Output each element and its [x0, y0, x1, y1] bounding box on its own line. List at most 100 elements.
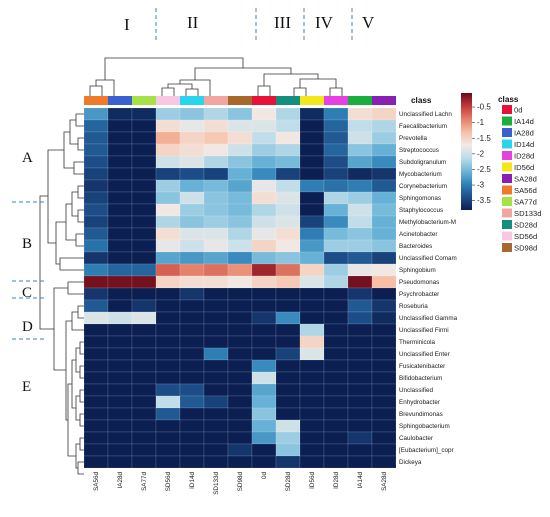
heatmap-cell	[179, 275, 205, 289]
column-label: SD28d	[285, 472, 292, 492]
heatmap-cell	[347, 335, 373, 349]
heatmap-cell	[299, 455, 325, 469]
heatmap-cell	[275, 347, 301, 361]
heatmap-cell	[251, 455, 277, 469]
heatmap-cell	[131, 143, 157, 157]
heatmap-cell	[179, 167, 205, 181]
column-label: ID14d	[189, 472, 196, 489]
heatmap-cell	[227, 275, 253, 289]
heatmap-cell	[347, 443, 373, 457]
heatmap-cell	[371, 299, 397, 313]
heatmap-cell	[131, 395, 157, 409]
class-bar-cell	[348, 96, 372, 105]
heatmap-cell	[227, 167, 253, 181]
heatmap-cell	[131, 299, 157, 313]
heatmap-cell	[347, 431, 373, 445]
heatmap-cell	[347, 395, 373, 409]
row-label: Therminicola	[399, 339, 436, 346]
heatmap-cell	[155, 191, 181, 205]
heatmap-cell	[251, 431, 277, 445]
heatmap-cell	[107, 407, 133, 421]
heatmap-cell	[203, 191, 229, 205]
heatmap-cell	[371, 431, 397, 445]
heatmap-cell	[203, 335, 229, 349]
cluster-label-b: B	[22, 236, 32, 252]
column-dendrogram	[89, 57, 343, 96]
column-label: SD133d	[213, 472, 220, 495]
heatmap-cell	[155, 215, 181, 229]
heatmap-cell	[371, 143, 397, 157]
heatmap-cell	[371, 323, 397, 337]
heatmap-cell	[179, 347, 205, 361]
heatmap-cell	[251, 131, 277, 145]
heatmap-cell	[155, 431, 181, 445]
legend-swatch	[502, 116, 512, 126]
heatmap-cell	[203, 227, 229, 241]
colorbar-tick-label: -1.5	[477, 134, 491, 143]
heatmap-cell	[323, 251, 349, 265]
heatmap-cell	[203, 395, 229, 409]
heatmap-cell	[203, 251, 229, 265]
heatmap-cell	[107, 431, 133, 445]
group-label-1: I	[124, 15, 130, 34]
heatmap-cell	[227, 443, 253, 457]
heatmap-cell	[275, 419, 301, 433]
colorbar-ticks: -0.5 -1 -1.5 -2 -2.5 -3 -3.5	[472, 103, 491, 205]
heatmap-cell	[107, 323, 133, 337]
heatmap-cell	[371, 395, 397, 409]
heatmap-cell	[227, 395, 253, 409]
heatmap-cell	[275, 107, 301, 121]
heatmap-cell	[347, 239, 373, 253]
heatmap-cell	[203, 311, 229, 325]
heatmap-cell	[347, 371, 373, 385]
row-label: Sphingobium	[399, 267, 436, 274]
heatmap-cell	[299, 179, 325, 193]
legend-label: SA28d	[514, 175, 537, 184]
heatmap-cell	[299, 203, 325, 217]
heatmap-cell	[299, 155, 325, 169]
heatmap-cell	[227, 131, 253, 145]
heatmap-cell	[347, 407, 373, 421]
colorbar-tick-label: -1	[477, 118, 485, 127]
legend-swatch	[502, 231, 512, 241]
heatmap-cell	[347, 167, 373, 181]
heatmap-cell	[299, 419, 325, 433]
heatmap-cell	[83, 359, 109, 373]
heatmap-cell	[203, 443, 229, 457]
row-dendrogram-branch	[65, 203, 76, 241]
row-label: Unclassified Enter	[399, 351, 450, 358]
heatmap-cell	[155, 419, 181, 433]
row-dendrogram-branch	[75, 395, 80, 421]
row-dendrogram-branch	[79, 341, 84, 355]
heatmap-cell	[83, 407, 109, 421]
heatmap-cell	[131, 107, 157, 121]
row-dendrogram-branch	[77, 305, 84, 319]
heatmap-cell	[299, 143, 325, 157]
heatmap-cell	[299, 131, 325, 145]
column-dendrogram-branch	[95, 79, 115, 96]
heatmap-cells	[83, 107, 397, 469]
heatmap-cell	[179, 179, 205, 193]
heatmap-cell	[323, 335, 349, 349]
heatmap-cell	[155, 347, 181, 361]
heatmap-cell	[275, 431, 301, 445]
class-bar-cell	[180, 96, 204, 105]
heatmap-cell	[227, 263, 253, 277]
column-dendrogram-branch	[161, 87, 175, 96]
heatmap-cell	[203, 287, 229, 301]
heatmap-cell	[155, 359, 181, 373]
heatmap-cell	[227, 215, 253, 229]
heatmap-cell	[227, 371, 253, 385]
column-label: SA28d	[381, 472, 388, 491]
heatmap-cell	[83, 203, 109, 217]
heatmap-cell	[371, 359, 397, 373]
row-label: Unclassified Firmi	[399, 327, 449, 334]
heatmap-cell	[323, 191, 349, 205]
heatmap-cell	[251, 203, 277, 217]
heatmap-cell	[275, 287, 301, 301]
heatmap-cell	[251, 371, 277, 385]
class-bar-cell	[228, 96, 252, 105]
heatmap-cell	[275, 275, 301, 289]
heatmap-cell	[251, 251, 277, 265]
heatmap-cell	[323, 119, 349, 133]
